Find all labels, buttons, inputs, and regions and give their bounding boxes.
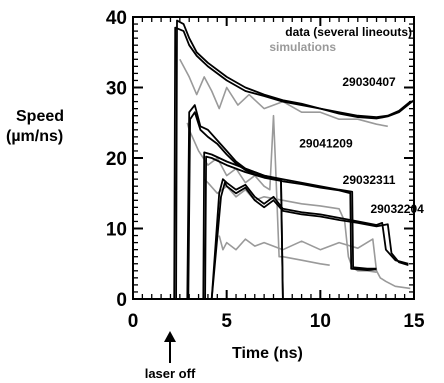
legend: data (several lineouts) simulations bbox=[269, 25, 412, 54]
legend-entry-simulations: simulations bbox=[269, 40, 336, 54]
data-lineout-7 bbox=[142, 178, 409, 300]
run-labels: 29030407 29041209 29032311 29032204 bbox=[299, 75, 424, 216]
y-tick-label: 30 bbox=[106, 79, 127, 100]
x-tick-label: 15 bbox=[403, 311, 425, 332]
data-lineout-2 bbox=[142, 26, 415, 300]
run-label-29030407: 29030407 bbox=[342, 75, 396, 89]
y-tick-label: 0 bbox=[116, 290, 127, 311]
x-tick-label: 0 bbox=[128, 311, 139, 332]
legend-entry-data: data (several lineouts) bbox=[285, 25, 412, 39]
y-axis-title-unit: (µm/ns) bbox=[6, 128, 63, 145]
y-tick-label: 10 bbox=[106, 220, 127, 241]
data-lineout-6 bbox=[142, 155, 377, 300]
run-label-29032311: 29032311 bbox=[343, 173, 396, 187]
simulation-curve-1 bbox=[179, 58, 388, 128]
x-tick-label: 5 bbox=[221, 311, 232, 332]
y-tick-label: 40 bbox=[106, 8, 127, 29]
y-axis-title: Speed (µm/ns) bbox=[6, 108, 64, 145]
axes: 0 5 10 15 0 10 20 30 40 bbox=[106, 8, 425, 332]
data-lineout-5 bbox=[142, 151, 377, 300]
y-axis-title-label: Speed bbox=[16, 108, 64, 125]
x-tick-label: 10 bbox=[310, 311, 331, 332]
x-axis-title: Time (ns) bbox=[232, 345, 303, 362]
run-label-29041209: 29041209 bbox=[299, 136, 353, 150]
simulation-curve-4 bbox=[218, 235, 411, 290]
series-layer bbox=[142, 19, 415, 300]
laser-off-arrowhead bbox=[164, 331, 176, 342]
y-tick-label: 20 bbox=[106, 149, 127, 170]
laser-off-annotation: laser off bbox=[145, 331, 196, 381]
data-lineout-8 bbox=[142, 181, 409, 300]
run-label-29032204: 29032204 bbox=[370, 202, 424, 216]
data-lineout-1 bbox=[142, 19, 414, 300]
laser-off-label: laser off bbox=[145, 366, 196, 381]
